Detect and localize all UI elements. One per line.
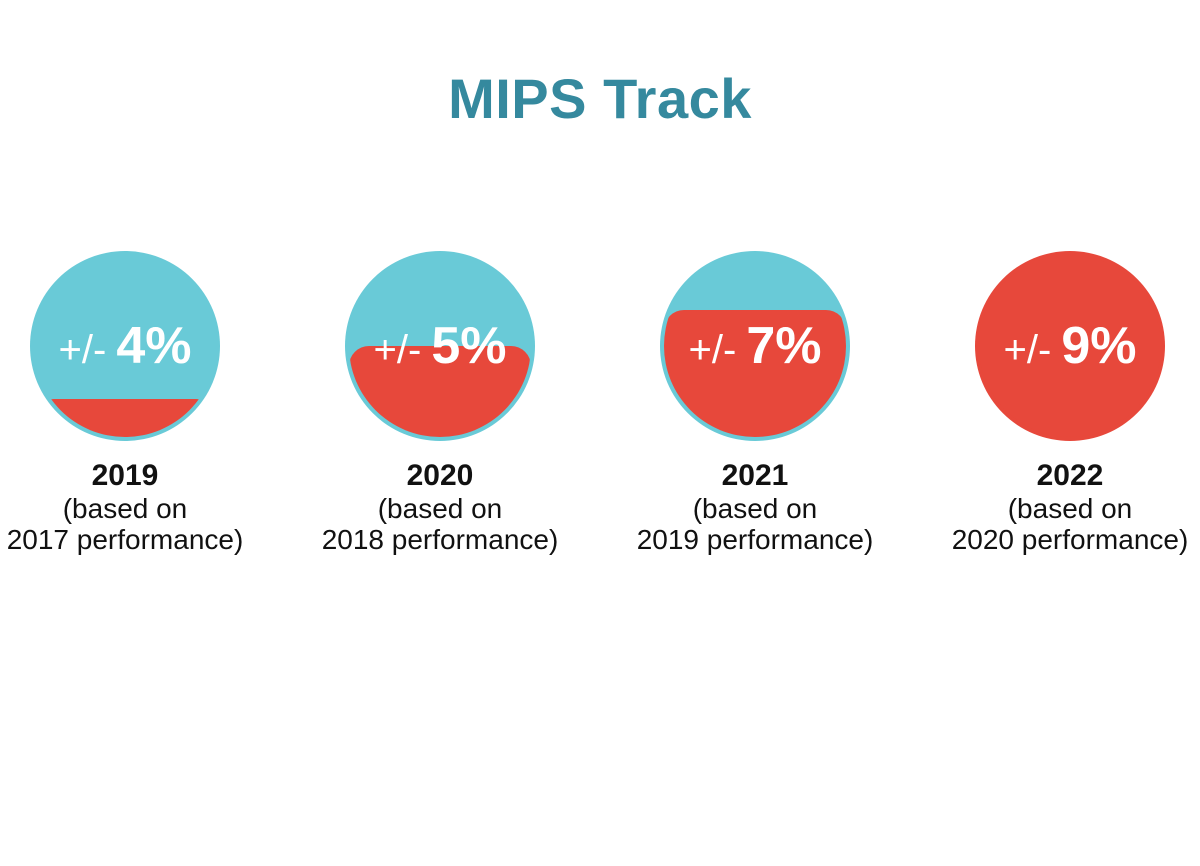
plus-minus-sign: +/-: [58, 328, 107, 372]
gauge-fill: [34, 398, 216, 437]
track-item: +/- 5% 2020 (based on 2018 performance): [320, 251, 560, 555]
caption-line1: (based on: [62, 493, 188, 524]
track-item: +/- 9% 2022 (based on 2020 performance): [950, 251, 1190, 555]
gauge-fill: [979, 255, 1161, 437]
payment-year: 2022: [1036, 459, 1104, 492]
caption-line2: 2018 performance): [321, 524, 559, 555]
caption-line2: 2017 performance): [6, 524, 244, 555]
plus-minus-sign: +/-: [373, 328, 422, 372]
adjustment-label: +/- 4%: [30, 251, 220, 441]
plus-minus-sign: +/-: [688, 328, 737, 372]
caption: 2022 (based on 2020 performance): [952, 459, 1189, 555]
payment-year: 2019: [91, 459, 159, 492]
gauge-clip: [34, 255, 216, 437]
page-title: MIPS Track: [448, 67, 752, 130]
track-item: +/- 4% 2019 (based on 2017 performance): [5, 251, 245, 555]
adjustment-label: +/- 5%: [345, 251, 535, 441]
adjustment-label: +/- 7%: [660, 251, 850, 441]
payment-year: 2020: [406, 459, 474, 492]
caption-line2: 2020 performance): [951, 524, 1189, 555]
gauge-clip: [664, 255, 846, 437]
percent-value: 7%: [746, 317, 822, 375]
gauge-circle: +/- 5%: [345, 251, 535, 441]
gauge-clip: [349, 255, 531, 437]
gauge-circle: +/- 7%: [660, 251, 850, 441]
track-item: +/- 7% 2021 (based on 2019 performance): [635, 251, 875, 555]
gauge-fill: [664, 309, 846, 437]
caption-line1: (based on: [1007, 493, 1133, 524]
gauge-fill: [349, 346, 531, 437]
circles-row: +/- 4% 2019 (based on 2017 performance) +…: [0, 251, 1200, 555]
mips-track-infographic: MIPS Track +/- 4% 2019 (based on 2017 per…: [0, 66, 1200, 555]
payment-year: 2021: [721, 459, 789, 492]
caption-line1: (based on: [692, 493, 818, 524]
gauge-circle: +/- 4%: [30, 251, 220, 441]
percent-value: 9%: [1061, 317, 1137, 375]
percent-value: 5%: [431, 317, 507, 375]
percent-value: 4%: [116, 317, 192, 375]
plus-minus-sign: +/-: [1003, 328, 1052, 372]
gauge-clip: [979, 255, 1161, 437]
adjustment-label: +/- 9%: [975, 251, 1165, 441]
gauge-circle: +/- 9%: [975, 251, 1165, 441]
caption-line2: 2019 performance): [636, 524, 874, 555]
caption-line1: (based on: [377, 493, 503, 524]
caption: 2019 (based on 2017 performance): [7, 459, 244, 555]
caption: 2021 (based on 2019 performance): [637, 459, 874, 555]
caption: 2020 (based on 2018 performance): [322, 459, 559, 555]
